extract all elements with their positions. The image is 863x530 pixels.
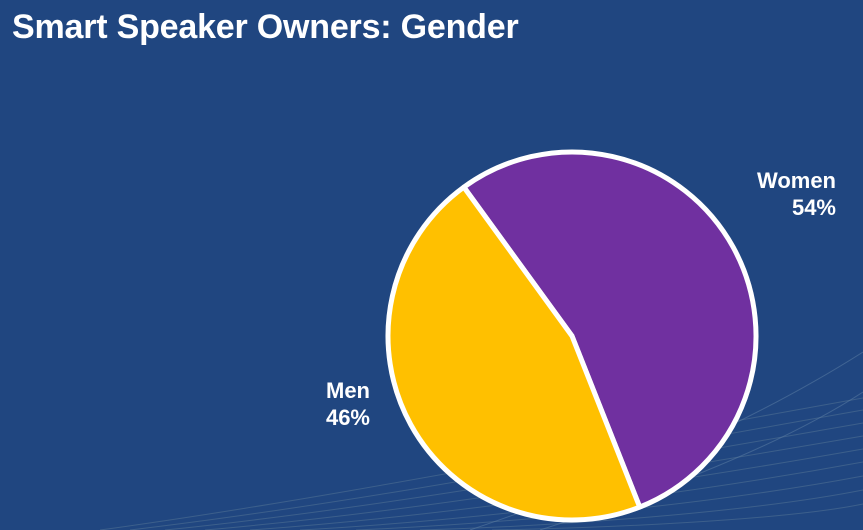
pie-label-men: Men 46% (250, 377, 370, 431)
pie-label-men-value: 46% (325, 405, 370, 430)
pie-label-women: Women 54% (757, 167, 836, 221)
pie-label-women-value: 54% (791, 195, 836, 220)
pie-label-men-name: Men (326, 378, 370, 403)
pie-label-women-name: Women (756, 168, 836, 193)
pie-outline (386, 150, 758, 522)
page-title: Smart Speaker Owners: Gender (12, 8, 519, 46)
